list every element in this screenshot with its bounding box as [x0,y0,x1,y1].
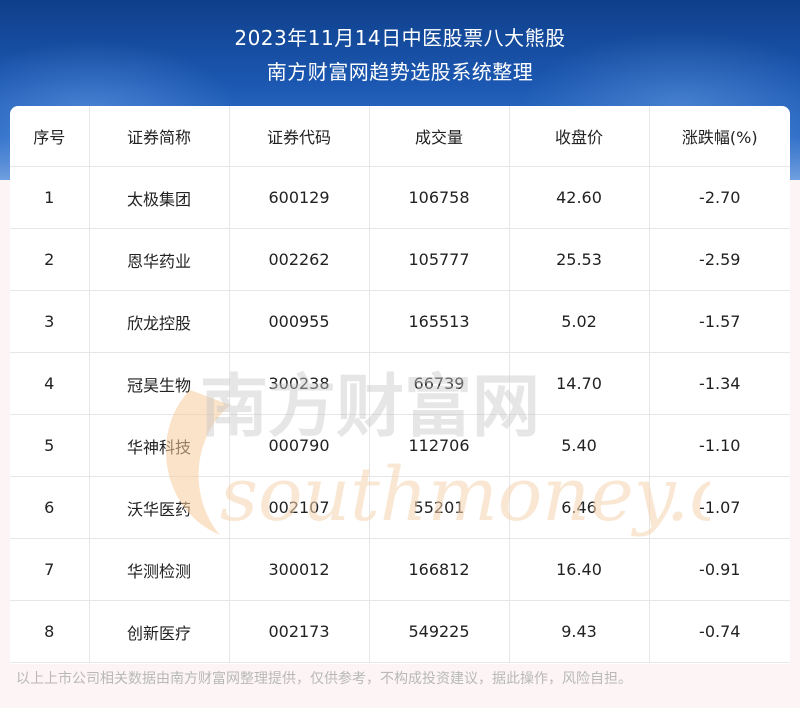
cell-volume: 105777 [369,228,510,291]
column-header-change: 涨跌幅(%) [649,106,790,167]
cell-code: 000790 [229,414,370,477]
cell-volume: 66739 [369,352,510,415]
table-row: 5 华神科技 000790 112706 5.40 -1.10 [10,414,790,477]
footer-disclaimer: 以上上市公司相关数据由南方财富网整理提供，仅供参考，不构成投资建议，据此操作，风… [16,671,632,687]
cell-index: 8 [10,600,90,663]
cell-name: 冠昊生物 [89,352,230,415]
table-row: 6 沃华医药 002107 55201 6.46 -1.07 [10,476,790,539]
cell-change: -2.70 [649,166,790,229]
cell-close: 5.02 [509,290,650,353]
cell-change: -1.07 [649,476,790,539]
cell-code: 600129 [229,166,370,229]
cell-index: 7 [10,538,90,601]
cell-close: 5.40 [509,414,650,477]
cell-name: 创新医疗 [89,600,230,663]
cell-name: 华神科技 [89,414,230,477]
cell-code: 002262 [229,228,370,291]
stock-table: 序号 证券简称 证券代码 成交量 收盘价 涨跌幅(%) 1 太极集团 60012… [10,106,790,663]
cell-close: 25.53 [509,228,650,291]
table-card: 序号 证券简称 证券代码 成交量 收盘价 涨跌幅(%) 1 太极集团 60012… [10,106,790,664]
cell-close: 42.60 [509,166,650,229]
cell-name: 太极集团 [89,166,230,229]
cell-volume: 112706 [369,414,510,477]
cell-change: -1.10 [649,414,790,477]
cell-change: -0.91 [649,538,790,601]
column-header-code: 证券代码 [229,106,370,167]
cell-name: 华测检测 [89,538,230,601]
cell-code: 300012 [229,538,370,601]
column-header-volume: 成交量 [369,106,510,167]
cell-index: 2 [10,228,90,291]
cell-change: -1.57 [649,290,790,353]
cell-change: -1.34 [649,352,790,415]
table-row: 3 欣龙控股 000955 165513 5.02 -1.57 [10,290,790,353]
table-row: 7 华测检测 300012 166812 16.40 -0.91 [10,538,790,601]
page-subtitle: 南方财富网趋势选股系统整理 [266,60,534,84]
column-header-index: 序号 [10,106,90,167]
cell-close: 14.70 [509,352,650,415]
cell-close: 9.43 [509,600,650,663]
cell-code: 300238 [229,352,370,415]
column-header-close: 收盘价 [509,106,650,167]
table-row: 1 太极集团 600129 106758 42.60 -2.70 [10,166,790,229]
cell-index: 4 [10,352,90,415]
cell-name: 欣龙控股 [89,290,230,353]
cell-close: 6.46 [509,476,650,539]
cell-name: 恩华药业 [89,228,230,291]
cell-index: 1 [10,166,90,229]
cell-code: 002173 [229,600,370,663]
table-header-row: 序号 证券简称 证券代码 成交量 收盘价 涨跌幅(%) [10,106,790,167]
cell-close: 16.40 [509,538,650,601]
cell-volume: 166812 [369,538,510,601]
table-row: 8 创新医疗 002173 549225 9.43 -0.74 [10,600,790,663]
cell-volume: 106758 [369,166,510,229]
cell-code: 002107 [229,476,370,539]
cell-index: 6 [10,476,90,539]
table-row: 2 恩华药业 002262 105777 25.53 -2.59 [10,228,790,291]
cell-index: 3 [10,290,90,353]
table-row: 4 冠昊生物 300238 66739 14.70 -1.34 [10,352,790,415]
cell-index: 5 [10,414,90,477]
cell-name: 沃华医药 [89,476,230,539]
cell-code: 000955 [229,290,370,353]
cell-volume: 549225 [369,600,510,663]
column-header-name: 证券简称 [89,106,230,167]
cell-volume: 165513 [369,290,510,353]
cell-change: -2.59 [649,228,790,291]
cell-change: -0.74 [649,600,790,663]
page-title: 2023年11月14日中医股票八大熊股 [234,26,566,50]
cell-volume: 55201 [369,476,510,539]
